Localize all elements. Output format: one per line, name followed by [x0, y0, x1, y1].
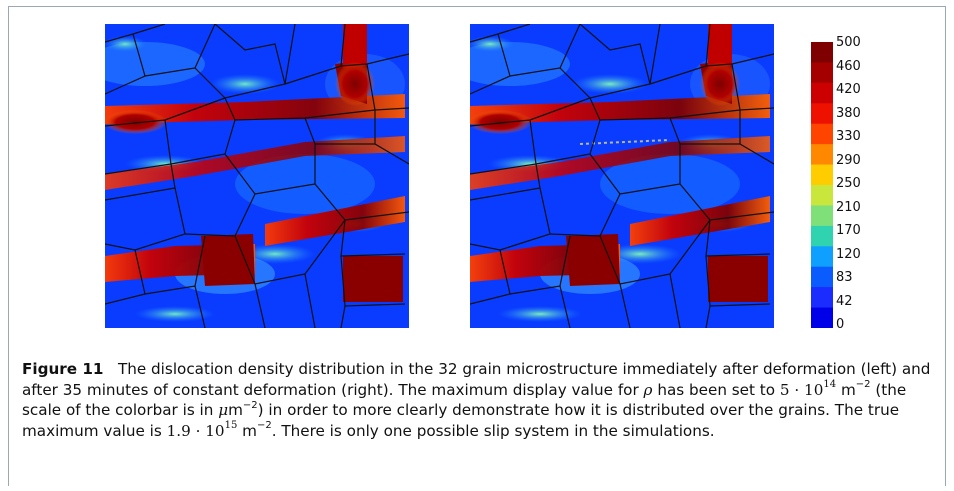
caption-rho: ρ: [643, 380, 653, 399]
caption-text-4: ) in order to more clearly demonstrate h…: [22, 401, 900, 440]
colorbar-tick-label: 460: [836, 58, 861, 74]
colorbar-svg: [811, 42, 833, 329]
colorbar-tick-labels: 500 460 420 380 330 290 250 210 170 120 83 42 0: [836, 34, 896, 334]
colorbar-segment: [811, 225, 833, 247]
figure-caption: Figure 11 The dislocation density distri…: [22, 359, 932, 441]
colorbar-segment: [811, 185, 833, 207]
caption-text-3: (the scale of the colorbar is in: [22, 380, 907, 420]
colorbar-segment: [811, 123, 833, 145]
caption-unit-2: μm−2: [218, 399, 258, 419]
colorbar-segment: [811, 103, 833, 125]
caption-max-display: 5 · 1014: [779, 379, 837, 399]
colorbar-tick-label: 330: [836, 129, 861, 144]
colorbar-tick-label: 420: [836, 82, 861, 97]
colorbar-tick-label: 42: [836, 293, 853, 309]
figure-frame: [8, 6, 946, 486]
colorbar-tick-label: 0: [836, 317, 845, 332]
colorbar-segment: [811, 42, 833, 64]
colorbar-segment: [811, 307, 833, 329]
colorbar-tick-label: 500: [836, 35, 861, 50]
colorbar-segment: [811, 82, 833, 104]
caption-unit-1: m−2: [840, 379, 871, 399]
density-map-left: [105, 24, 409, 328]
colorbar-tick-label: 380: [836, 105, 861, 121]
colorbar-segment: [811, 164, 833, 186]
caption-label: Figure 11: [22, 360, 104, 378]
colorbar-tick-label: 210: [836, 199, 861, 215]
caption-text-1: The dislocation density distribution in …: [22, 360, 931, 399]
colorbar-segment: [811, 266, 833, 288]
colorbar-tick-label: 83: [836, 270, 853, 285]
colorbar-segment: [811, 62, 833, 84]
caption-text-2: has been set to: [657, 380, 776, 399]
caption-text-5: . There is only one possible slip system…: [271, 421, 715, 440]
caption-unit-3: m−2: [242, 420, 272, 440]
colorbar-segment: [811, 246, 833, 268]
colorbar-tick-label: 120: [836, 246, 861, 262]
colorbar-tick-label: 290: [836, 152, 861, 168]
caption-true-max: 1.9 · 1015: [166, 420, 238, 440]
density-map-left-svg: [105, 24, 409, 328]
colorbar-tick-label: 170: [836, 223, 861, 238]
colorbar-segment: [811, 144, 833, 166]
colorbar-segment: [811, 287, 833, 309]
density-map-right-svg: [470, 24, 774, 328]
density-map-right: [470, 24, 774, 328]
colorbar-tick-label: 250: [836, 176, 861, 191]
colorbar: [811, 42, 833, 329]
colorbar-segment: [811, 205, 833, 227]
